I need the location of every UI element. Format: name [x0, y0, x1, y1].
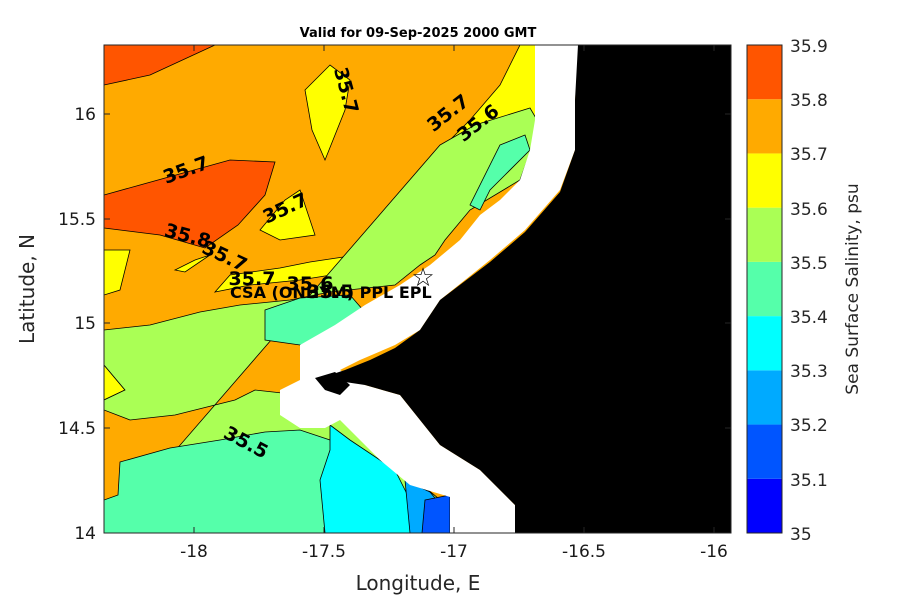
cape-vert-peninsula — [315, 372, 350, 395]
colorbar-segment — [747, 316, 782, 371]
colorbar — [746, 44, 783, 534]
x-axis — [193, 45, 715, 533]
y-tick-label: 15 — [74, 314, 96, 334]
salinity-field — [104, 45, 731, 533]
salinity-zone-35-8-35-9-north — [104, 45, 216, 86]
y-tick-labels: 16 15.5 15 14.5 14 — [58, 105, 96, 544]
salinity-zone-35-8-35-9-west — [104, 159, 276, 249]
colorbar-segment — [747, 99, 782, 154]
colorbar-tick-label: 35.9 — [790, 37, 828, 57]
y-tick-label: 15.5 — [58, 210, 96, 230]
colorbar-tick-label: 35.2 — [790, 416, 828, 436]
colorbar-segment — [747, 424, 782, 479]
colorbar-tick-label: 35.6 — [790, 200, 828, 220]
no-data-coastal-mask — [280, 45, 580, 533]
colorbar-frame — [746, 44, 783, 534]
colorbar-segment — [747, 261, 782, 317]
colorbar-tick-label: 35.4 — [790, 308, 828, 328]
land-mass-senegal-coast — [330, 45, 731, 533]
salinity-zone-35-6-35-7-small — [173, 254, 211, 273]
x-tick-label: -16.5 — [562, 542, 606, 562]
colorbar-tick-labels: 35.9 35.8 35.7 35.6 35.5 35.4 35.3 35.2 … — [790, 37, 828, 545]
y-tick-label: 14 — [74, 524, 96, 544]
colorbar-segment — [747, 153, 782, 208]
x-tick-label: -17 — [440, 542, 468, 562]
colorbar-tick-label: 35.8 — [790, 91, 828, 111]
salinity-zone-35-6-35-7-north — [304, 64, 351, 162]
station-marker: ☆ CSA (ONHYM) PPL EPL — [230, 263, 435, 302]
contour-label: 35.5 — [307, 281, 354, 303]
colorbar-tick-label: 35.1 — [790, 471, 828, 491]
y-tick-label: 14.5 — [58, 419, 96, 439]
contour-label: 35.7 — [229, 268, 276, 290]
salinity-zone-35-1-35-2 — [421, 494, 451, 533]
salinity-zone-35-4-35-5-coastal — [469, 134, 531, 211]
x-tick-label: -18 — [180, 542, 208, 562]
colorbar-segment — [747, 207, 782, 262]
colorbar-tick-label: 35.3 — [790, 362, 828, 382]
salinity-zone-35-6-35-7-west — [104, 249, 131, 296]
colorbar-label: Sea Surface Salinity, psu — [843, 183, 863, 394]
star-icon: ☆ — [411, 263, 434, 293]
x-tick-labels: -18 -17.5 -17 -16.5 -16 — [180, 542, 728, 562]
colorbar-tick-label: 35.7 — [790, 145, 828, 165]
salinity-zone-35-3-35-4 — [319, 424, 421, 533]
salinity-zone-35-6-35-7-mid — [259, 189, 316, 241]
y-axis — [104, 113, 731, 429]
y-tick-label: 16 — [74, 105, 96, 125]
x-tick-label: -17.5 — [302, 542, 346, 562]
plot-frame — [103, 44, 732, 534]
map-title: Valid for 09-Sep-2025 2000 GMT — [300, 26, 537, 41]
station-label: CSA (ONHYM) PPL EPL — [230, 283, 432, 302]
colorbar-tick-label: 35.5 — [790, 254, 828, 274]
colorbar-segment — [747, 478, 782, 533]
y-axis-label: Latitude, N — [15, 234, 39, 344]
x-axis-label: Longitude, E — [356, 571, 481, 595]
x-tick-label: -16 — [700, 542, 728, 562]
contour-label: 35.6 — [287, 273, 334, 295]
colorbar-tick-label: 35 — [790, 525, 812, 545]
colorbar-segment — [747, 45, 782, 100]
colorbar-segment — [747, 370, 782, 425]
